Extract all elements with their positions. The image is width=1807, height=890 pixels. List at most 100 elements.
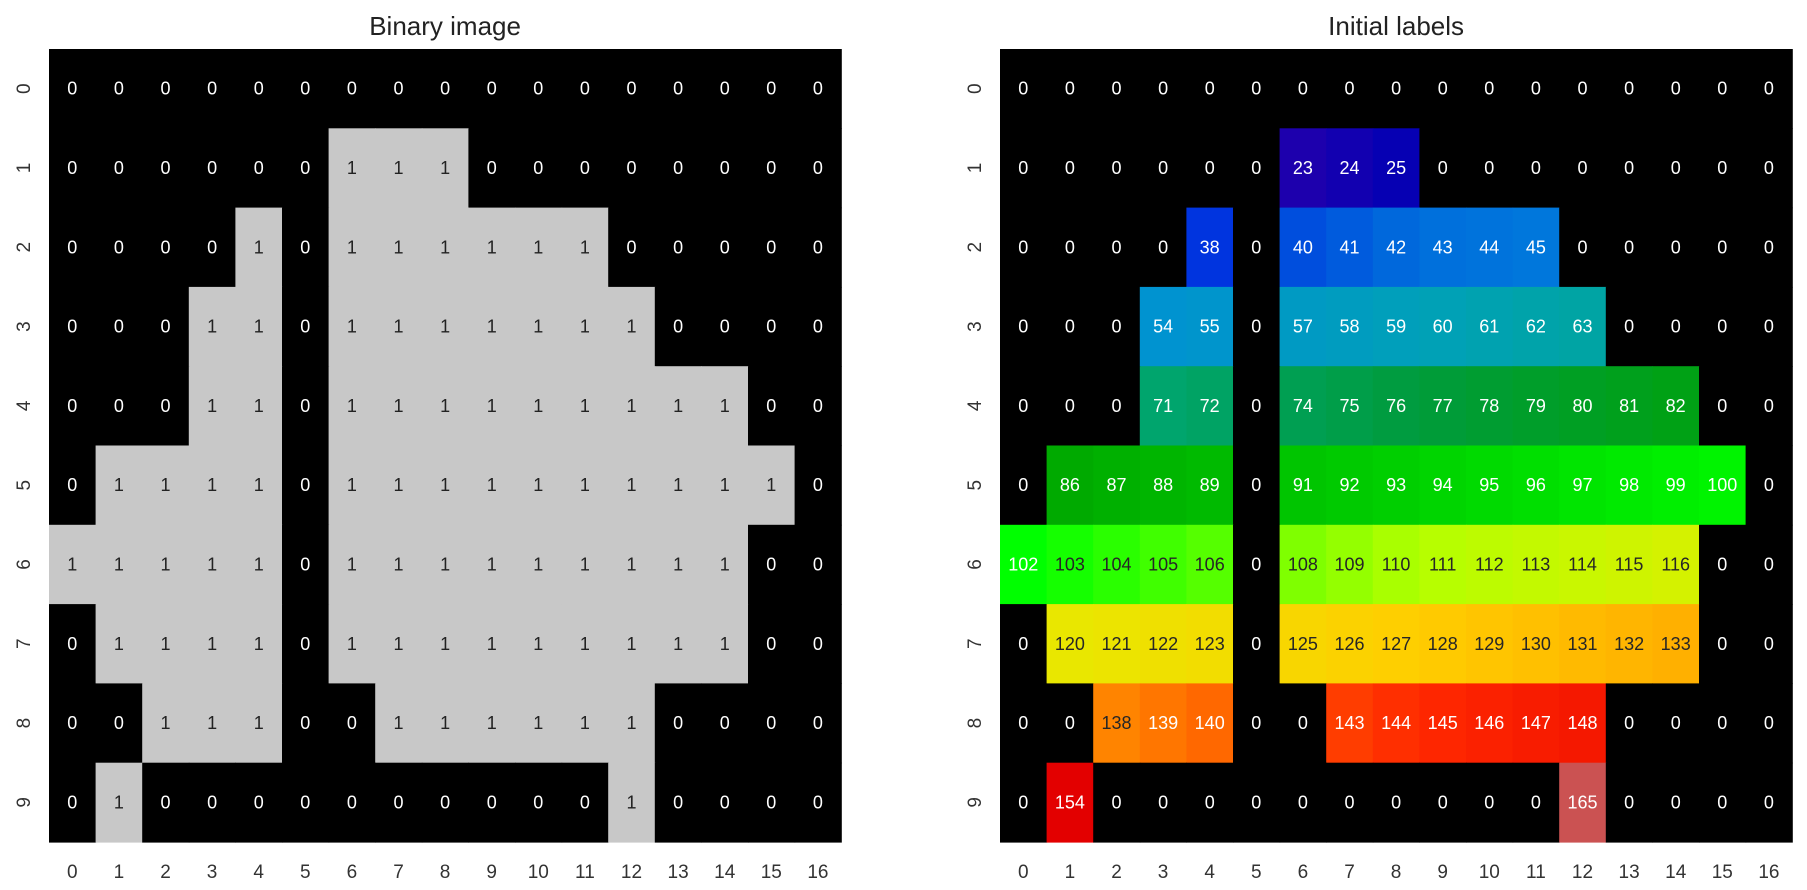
heatmap-cell — [515, 366, 563, 447]
heatmap-cell — [701, 366, 749, 447]
heatmap-cell — [1419, 128, 1467, 209]
cell-value-label: 59 — [1386, 317, 1406, 337]
heatmap-cell — [49, 524, 97, 605]
y-tick-label: 3 — [965, 321, 986, 332]
cell-value-label: 0 — [1764, 554, 1774, 574]
cell-value-label: 0 — [1298, 792, 1308, 812]
cell-value-label: 0 — [67, 317, 77, 337]
cell-value-label: 132 — [1614, 634, 1644, 654]
cell-value-label: 1 — [673, 396, 683, 416]
chart-title: Initial labels — [1328, 11, 1464, 41]
heatmap-cell — [49, 49, 97, 129]
cell-value-label: 0 — [766, 158, 776, 178]
heatmap-cell — [561, 286, 609, 367]
cell-value-label: 98 — [1619, 475, 1639, 495]
heatmap-cell — [1652, 762, 1700, 843]
cell-value-label: 79 — [1526, 396, 1546, 416]
cell-value-label: 1 — [580, 396, 590, 416]
heatmap-cell — [748, 49, 796, 129]
heatmap-cell — [561, 524, 609, 605]
cell-value-label: 0 — [1624, 158, 1634, 178]
x-tick-label: 2 — [1111, 862, 1122, 883]
cell-value-label: 0 — [1251, 475, 1261, 495]
heatmap-cell — [142, 524, 190, 605]
cell-value-label: 0 — [1065, 79, 1075, 99]
heatmap-cell — [1466, 128, 1514, 209]
heatmap-cell — [1745, 207, 1793, 288]
heatmap-cell — [95, 524, 143, 605]
heatmap-cell — [1745, 366, 1793, 447]
cell-value-label: 139 — [1148, 713, 1178, 733]
cell-value-label: 0 — [1624, 237, 1634, 257]
heatmap-cell — [468, 524, 516, 605]
heatmap-cell — [515, 286, 563, 367]
cell-value-label: 0 — [1624, 713, 1634, 733]
heatmap-cell — [608, 286, 656, 367]
heatmap-cell — [282, 128, 330, 209]
heatmap-cell — [142, 49, 190, 129]
cell-value-label: 0 — [254, 158, 264, 178]
heatmap-cell — [328, 445, 376, 526]
heatmap-cell — [1000, 366, 1048, 447]
x-tick-label: 4 — [253, 862, 264, 883]
heatmap-cell — [1699, 445, 1747, 526]
heatmap-cell — [49, 445, 97, 526]
x-tick-label: 12 — [621, 862, 642, 883]
y-tick-label: 4 — [965, 400, 986, 411]
cell-value-label: 0 — [1065, 317, 1075, 337]
cell-value-label: 0 — [580, 792, 590, 812]
heatmap-cell — [1279, 445, 1327, 526]
cell-value-label: 1 — [347, 634, 357, 654]
heatmap-cell — [235, 604, 283, 684]
cell-value-label: 0 — [1251, 792, 1261, 812]
cell-value-label: 0 — [1111, 396, 1121, 416]
heatmap-cell — [328, 762, 376, 843]
cell-value-label: 0 — [347, 79, 357, 99]
heatmap-cell — [1512, 207, 1560, 288]
heatmap-cell — [515, 762, 563, 843]
heatmap-cell — [1000, 286, 1048, 367]
cell-value-label: 0 — [114, 713, 124, 733]
cell-value-label: 0 — [673, 158, 683, 178]
cell-value-label: 0 — [300, 237, 310, 257]
heatmap-cell — [142, 762, 190, 843]
heatmap-cell — [1372, 49, 1420, 129]
cell-value-label: 1 — [440, 554, 450, 574]
cell-value-label: 1 — [393, 317, 403, 337]
heatmap-cell — [1559, 683, 1607, 764]
heatmap-cell — [654, 366, 702, 447]
heatmap-cell — [608, 207, 656, 288]
heatmap-cell — [421, 604, 469, 684]
heatmap-cell — [1372, 128, 1420, 209]
cell-value-label: 0 — [1018, 317, 1028, 337]
cell-value-label: 0 — [1671, 237, 1681, 257]
heatmap-cell — [235, 762, 283, 843]
cell-value-label: 86 — [1060, 475, 1080, 495]
heatmap-cell — [95, 683, 143, 764]
heatmap-cell — [235, 366, 283, 447]
cell-value-label: 0 — [1251, 554, 1261, 574]
cell-value-label: 0 — [1391, 79, 1401, 99]
cell-value-label: 125 — [1288, 634, 1318, 654]
cell-value-label: 0 — [813, 475, 823, 495]
y-tick-label: 2 — [965, 242, 986, 253]
cell-value-label: 0 — [67, 634, 77, 654]
heatmap-cell — [1186, 683, 1234, 764]
heatmap-cell — [515, 207, 563, 288]
cell-value-label: 114 — [1568, 554, 1597, 574]
cell-value-label: 0 — [393, 792, 403, 812]
cell-value-label: 1 — [393, 475, 403, 495]
cell-value-label: 0 — [1018, 158, 1028, 178]
heatmap-cell — [1372, 524, 1420, 605]
heatmap-cell — [1652, 524, 1700, 605]
heatmap-cell — [794, 49, 842, 129]
cell-value-label: 0 — [160, 317, 170, 337]
heatmap-cell — [375, 445, 423, 526]
cell-value-label: 0 — [67, 79, 77, 99]
cell-value-label: 0 — [1111, 317, 1121, 337]
heatmap-cell — [608, 604, 656, 684]
heatmap-cell — [748, 207, 796, 288]
heatmap-cell — [561, 445, 609, 526]
heatmap-cell — [748, 683, 796, 764]
